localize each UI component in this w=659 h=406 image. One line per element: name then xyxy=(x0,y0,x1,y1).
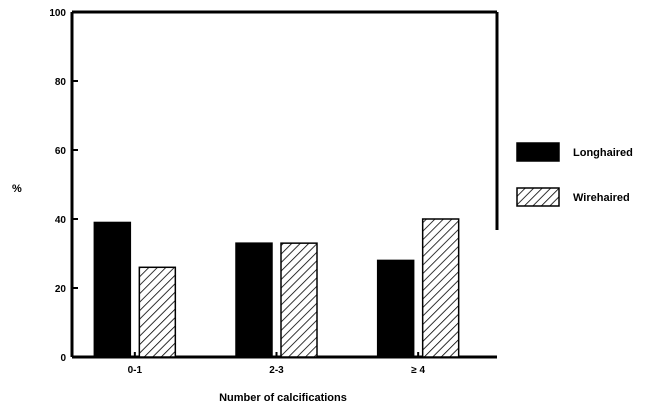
bar-wirehaired-3 xyxy=(421,218,460,358)
bar-longhaired-2 xyxy=(235,242,273,358)
legend-swatch-wirehaired xyxy=(516,187,560,207)
bar-longhaired-1 xyxy=(93,221,132,358)
bars xyxy=(93,218,460,358)
x-axis-title: Number of calcifications xyxy=(219,392,347,404)
legend: Longhaired Wirehaired xyxy=(516,142,633,207)
y-tick-label: 0 xyxy=(60,353,66,364)
x-axis: 0-1 2-3 ≥ 4 xyxy=(128,352,426,376)
x-tick-label: 0-1 xyxy=(128,365,143,376)
y-axis: 0 20 40 60 80 100 xyxy=(49,8,78,364)
legend-swatch-longhaired xyxy=(516,142,560,162)
bar-longhaired-3 xyxy=(376,259,415,358)
y-tick-label: 20 xyxy=(55,284,67,295)
bar-wirehaired-1 xyxy=(138,266,177,358)
x-tick-label: ≥ 4 xyxy=(411,365,425,376)
legend-label-longhaired: Longhaired xyxy=(573,147,633,159)
y-tick-label: 40 xyxy=(55,215,67,226)
y-tick-label: 80 xyxy=(55,77,67,88)
y-tick-label: 60 xyxy=(55,146,67,157)
y-tick-label: 100 xyxy=(49,8,66,19)
x-tick-label: 2-3 xyxy=(269,365,284,376)
y-axis-title: % xyxy=(12,183,22,195)
legend-label-wirehaired: Wirehaired xyxy=(573,192,630,204)
bar-wirehaired-2 xyxy=(280,242,318,358)
